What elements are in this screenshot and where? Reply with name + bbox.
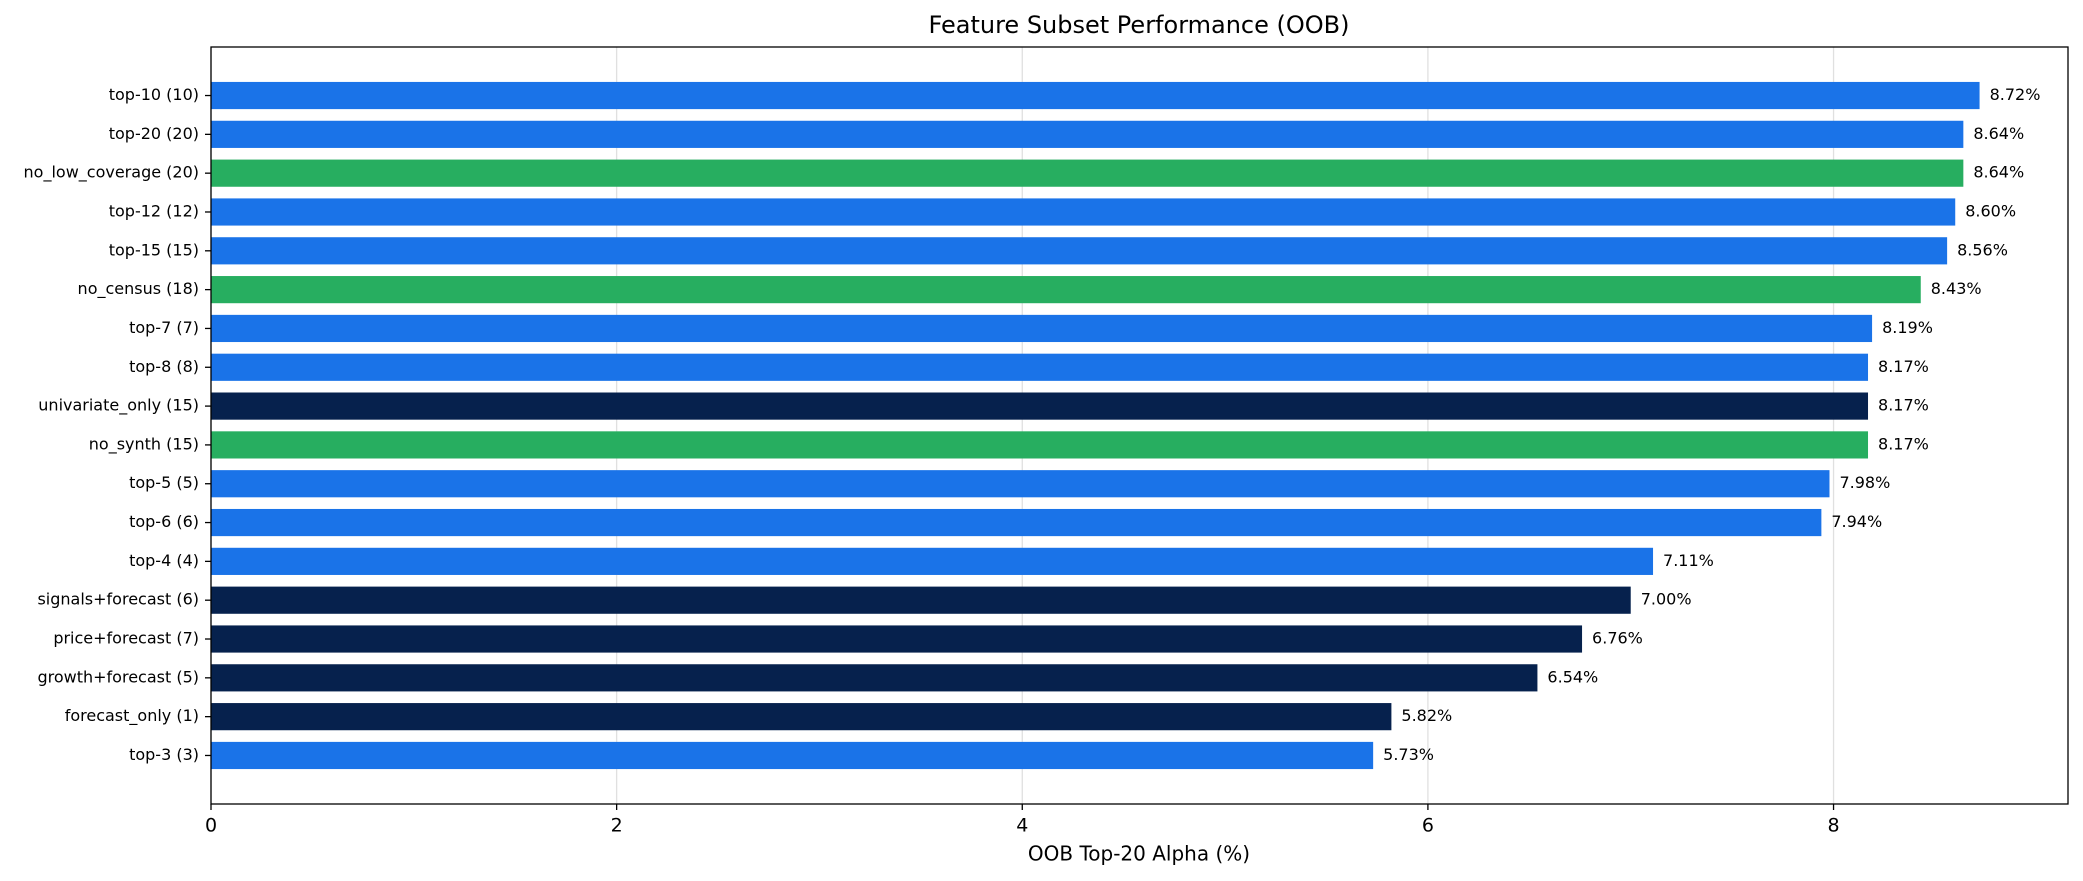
bar xyxy=(211,392,1869,420)
value-label: 7.98% xyxy=(1839,473,1890,492)
bar xyxy=(211,586,1631,614)
value-label: 5.73% xyxy=(1383,745,1434,764)
y-tick-label: top-6 (6) xyxy=(129,512,199,531)
value-label: 8.17% xyxy=(1878,396,1929,415)
y-tick-label: forecast_only (1) xyxy=(65,706,199,726)
y-tick-label: univariate_only (15) xyxy=(38,396,199,416)
y-tick-label: top-4 (4) xyxy=(129,551,199,570)
x-tick-label: 0 xyxy=(205,815,217,837)
value-label: 5.82% xyxy=(1401,706,1452,725)
y-tick-label: top-10 (10) xyxy=(109,85,199,104)
value-label: 8.72% xyxy=(1990,85,2041,104)
bar xyxy=(211,276,1921,304)
x-axis-label: OOB Top-20 Alpha (%) xyxy=(1028,842,1250,866)
value-label: 8.17% xyxy=(1878,434,1929,453)
bar xyxy=(211,120,1964,148)
value-label: 8.60% xyxy=(1965,201,2016,220)
bar xyxy=(211,198,1956,226)
y-tick-label: no_low_coverage (20) xyxy=(24,163,199,183)
value-label: 7.11% xyxy=(1663,551,1714,570)
value-label: 6.54% xyxy=(1547,667,1598,686)
value-label: 6.76% xyxy=(1592,629,1643,648)
bar xyxy=(211,470,1830,498)
y-tick-label: top-7 (7) xyxy=(129,318,199,337)
bar xyxy=(211,664,1538,692)
value-label: 8.56% xyxy=(1957,240,2008,259)
y-tick-label: top-3 (3) xyxy=(129,745,199,764)
y-tick-label: top-15 (15) xyxy=(109,240,199,259)
x-tick-label: 8 xyxy=(1827,815,1839,837)
y-tick-label: price+forecast (7) xyxy=(53,629,199,648)
x-tick-label: 2 xyxy=(611,815,623,837)
plot-frame xyxy=(210,46,2069,805)
y-tick-label: growth+forecast (5) xyxy=(37,667,199,686)
value-label: 8.19% xyxy=(1882,318,1933,337)
x-tick-label: 4 xyxy=(1016,815,1028,837)
bar xyxy=(211,508,1822,537)
value-label: 8.64% xyxy=(1973,163,2024,182)
value-label: 8.17% xyxy=(1878,357,1929,376)
value-label: 8.43% xyxy=(1931,279,1982,298)
value-label: 7.00% xyxy=(1641,590,1692,609)
y-tick-label: signals+forecast (6) xyxy=(37,590,199,609)
value-label: 7.94% xyxy=(1831,512,1882,531)
y-tick-label: top-12 (12) xyxy=(109,201,199,220)
y-tick-label: top-5 (5) xyxy=(129,473,199,492)
bar xyxy=(211,81,1980,110)
bar xyxy=(211,314,1873,343)
chart-title: Feature Subset Performance (OOB) xyxy=(929,11,1350,39)
bar xyxy=(211,159,1964,187)
bar xyxy=(211,625,1583,653)
bar xyxy=(211,353,1869,381)
bar xyxy=(211,703,1392,731)
bar xyxy=(211,431,1869,459)
y-tick-label: no_synth (15) xyxy=(89,434,199,454)
bar xyxy=(211,237,1948,265)
y-tick-label: no_census (18) xyxy=(78,279,199,299)
y-tick-label: top-8 (8) xyxy=(129,357,199,376)
value-label: 8.64% xyxy=(1973,124,2024,143)
x-tick-label: 6 xyxy=(1422,815,1434,837)
bar xyxy=(211,547,1654,575)
y-tick-label: top-20 (20) xyxy=(109,124,199,143)
bar xyxy=(211,741,1374,770)
